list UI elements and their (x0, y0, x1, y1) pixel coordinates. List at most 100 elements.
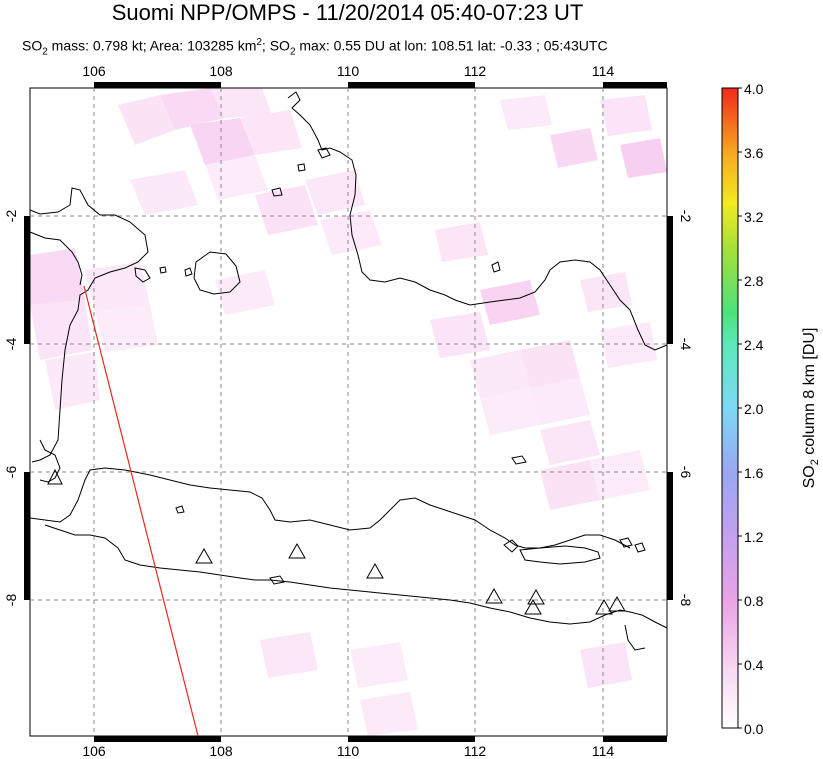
java-north-coast (29, 467, 631, 549)
sunda-strait-coast (39, 439, 61, 483)
triangle-icon (47, 468, 63, 485)
so2-pixel (215, 270, 275, 315)
island-small (175, 505, 185, 514)
right-tick-bars (667, 216, 673, 600)
colorbar-tick-label: 2.8 (744, 273, 764, 289)
so2-pixel (600, 322, 657, 368)
island-small (271, 187, 283, 197)
island-small (317, 147, 331, 159)
colorbar-tick-label: 0.4 (744, 657, 764, 673)
island-small (503, 539, 519, 553)
so2-pixel (45, 352, 100, 410)
colorbar-gradient (721, 87, 739, 729)
island-small (491, 261, 501, 273)
map-title: Suomi NPP/OMPS - 11/20/2014 05:40-07:23 … (111, 0, 584, 25)
bangka-coast (134, 267, 151, 283)
so2-pixel (590, 450, 650, 500)
so2-pixel (30, 300, 92, 360)
so2-pixel (480, 280, 540, 325)
bottom-tick-bars (94, 736, 667, 742)
lon-tick-label: 114 (592, 63, 615, 79)
so2-pixel (130, 170, 198, 215)
island-small (159, 266, 167, 274)
bali-coast-south (624, 624, 646, 651)
colorbar-label-sub: 2 (809, 459, 821, 465)
lat-tick-label: -8 (3, 594, 19, 607)
lon-tick-label: 114 (592, 743, 615, 759)
island-small (511, 455, 527, 465)
lon-tick-label: 110 (337, 743, 360, 759)
colorbar-tick-label: 1.6 (744, 465, 764, 481)
colorbar-label-suffix: column 8 km [DU] (801, 328, 818, 460)
so2-pixel (430, 312, 490, 358)
so2-pixel (620, 138, 667, 178)
so2-pixel (240, 110, 302, 155)
subtitle-so: SO (22, 37, 43, 54)
triangle-icon (366, 562, 384, 579)
island-small (269, 575, 285, 585)
colorbar-tick-label: 3.2 (744, 209, 764, 225)
so2-pixel (580, 642, 632, 688)
so2-pixel (205, 155, 268, 200)
bali-coast (629, 611, 668, 629)
so2-pixel (550, 128, 598, 168)
lon-tick-label: 112 (464, 743, 487, 759)
colorbar-label-so: SO (801, 465, 818, 488)
lat-labels-left: -2 -4 -6 -8 (3, 210, 19, 607)
lat-tick-label: -6 (678, 466, 694, 479)
colorbar: 4.0 3.6 3.2 2.8 2.4 2.0 1.6 1.2 0.8 0.4 … (721, 81, 821, 737)
sumatra-coast (29, 187, 149, 463)
lon-tick-label: 106 (82, 743, 106, 759)
island-small (619, 537, 633, 548)
so2-pixel (85, 262, 150, 312)
top-tick-bars (94, 82, 667, 88)
subtitle-sub2: 2 (289, 46, 296, 58)
so2-pixel (160, 88, 225, 130)
sumatra-coast-west (29, 231, 83, 286)
island-small (184, 267, 193, 277)
lon-labels-bottom: 106 108 110 112 114 (82, 743, 614, 759)
madura-coast (519, 545, 601, 565)
so2-pixel (540, 420, 600, 465)
colorbar-ticks (738, 87, 742, 729)
so2-pixel (320, 210, 382, 255)
lon-tick-label: 108 (209, 63, 233, 79)
lat-labels-right: -2 -4 -6 -8 (678, 210, 694, 607)
triangle-icon (485, 587, 503, 604)
triangle-icon (527, 588, 545, 605)
so2-pixel (350, 642, 408, 688)
so2-pixel (210, 88, 272, 118)
colorbar-tick-labels: 4.0 3.6 3.2 2.8 2.4 2.0 1.6 1.2 0.8 0.4 … (744, 81, 764, 737)
map-subtitle: SO2 mass: 0.798 kt; Area: 103285 km2; SO… (0, 34, 782, 61)
so2-pixel (255, 185, 318, 235)
left-tick-bars (24, 216, 30, 600)
coastlines (29, 91, 668, 651)
lon-tick-label: 108 (209, 743, 233, 759)
colorbar-tick-label: 2.0 (744, 401, 764, 417)
lat-tick-label: -4 (678, 338, 694, 351)
graticule (30, 88, 667, 736)
island-small (634, 542, 646, 553)
colorbar-tick-label: 2.4 (744, 337, 764, 353)
lat-tick-label: -2 (678, 210, 694, 223)
so2-pixel (480, 388, 540, 435)
triangle-icon (195, 547, 213, 564)
so2-pixel (530, 378, 590, 425)
triangle-icon (608, 595, 626, 612)
lat-tick-label: -6 (3, 466, 19, 479)
lon-tick-label: 106 (82, 63, 106, 79)
so2-pixel (470, 350, 530, 398)
lat-tick-label: -2 (3, 210, 19, 223)
so2-pixel (305, 170, 365, 215)
island-small (297, 163, 306, 172)
so2-pixel (520, 340, 580, 388)
subtitle-mass-area: mass: 0.798 kt; Area: 103285 km (47, 37, 257, 54)
volcano-markers (47, 468, 626, 615)
so2-pixel (190, 118, 255, 165)
lon-labels-top: 106 108 110 112 114 (82, 63, 614, 79)
lat-tick-label: -8 (678, 594, 694, 607)
so2-pixel (500, 95, 552, 130)
so2-pixel (580, 272, 632, 312)
lon-tick-label: 110 (337, 63, 360, 79)
triangle-icon (524, 598, 542, 615)
